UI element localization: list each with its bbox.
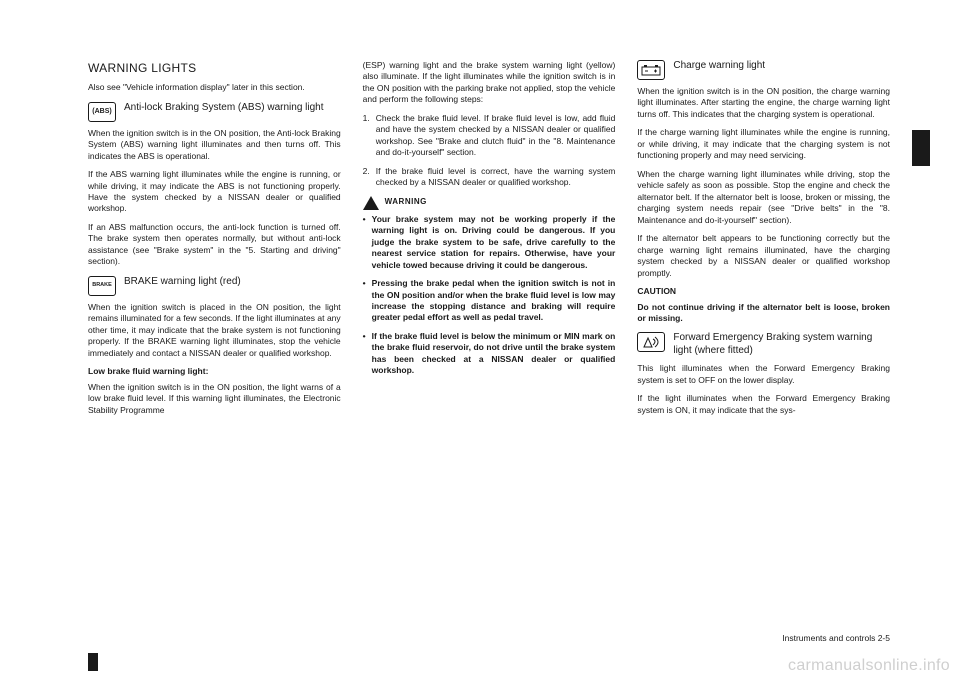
caution-text: Do not continue driving if the alternato…: [637, 302, 890, 325]
page-footer: Instruments and controls 2-5: [782, 633, 890, 643]
column-3: Charge warning light When the ignition s…: [637, 60, 890, 423]
charge-title: Charge warning light: [673, 60, 765, 73]
bullet-2: • Pressing the brake pedal when the igni…: [363, 278, 616, 324]
charge-para-1: When the ignition switch is in the ON po…: [637, 86, 890, 120]
step-1: 1. Check the brake fluid level. If brake…: [363, 113, 616, 159]
bottom-tab-marker: [88, 653, 98, 671]
low-brake-heading: Low brake fluid warning light:: [88, 366, 341, 377]
feb-heading-row: Forward Emergency Braking system warning…: [637, 332, 890, 357]
side-tab-marker: [912, 130, 930, 166]
watermark: carmanualsonline.info: [788, 657, 950, 675]
brake-heading-row: BRAKE BRAKE warning light (red): [88, 276, 341, 296]
feb-para-2: If the light illuminates when the Forwar…: [637, 393, 890, 416]
bullet-1: • Your brake system may not be working p…: [363, 214, 616, 271]
step-2-text: If the brake fluid level is correct, hav…: [376, 166, 616, 189]
step-number: 2.: [363, 166, 370, 189]
charge-para-3: When the charge warning light illuminate…: [637, 169, 890, 226]
bullet-1-text: Your brake system may not be working pro…: [372, 214, 616, 271]
bullet-3-text: If the brake fluid level is below the mi…: [372, 331, 616, 377]
abs-title: Anti-lock Braking System (ABS) warning l…: [124, 102, 324, 115]
abs-icon: (ABS): [88, 102, 116, 122]
bullet-3: • If the brake fluid level is below the …: [363, 331, 616, 377]
bullet-mark: •: [363, 278, 366, 324]
charge-para-4: If the alternator belt appears to be fun…: [637, 233, 890, 279]
step-number: 1.: [363, 113, 370, 159]
feb-title: Forward Emergency Braking system warning…: [673, 332, 890, 357]
brake-para-2: When the ignition switch is in the ON po…: [88, 382, 341, 416]
bullet-mark: •: [363, 331, 366, 377]
warning-label: WARNING: [385, 197, 427, 208]
feb-icon: [637, 332, 665, 352]
charge-heading-row: Charge warning light: [637, 60, 890, 80]
feb-para-1: This light illuminates when the Forward …: [637, 363, 890, 386]
column-2: (ESP) warning light and the brake system…: [363, 60, 616, 423]
brake-title: BRAKE warning light (red): [124, 276, 241, 289]
charge-icon: [637, 60, 665, 80]
warning-row: WARNING: [363, 196, 616, 210]
brake-icon: BRAKE: [88, 276, 116, 296]
column-1: WARNING LIGHTS Also see "Vehicle informa…: [88, 60, 341, 423]
caution-label: CAUTION: [637, 286, 890, 297]
charge-para-2: If the charge warning light illuminates …: [637, 127, 890, 161]
col2-top: (ESP) warning light and the brake system…: [363, 60, 616, 106]
warning-triangle-icon: [363, 196, 379, 210]
step-1-text: Check the brake fluid level. If brake fl…: [376, 113, 616, 159]
abs-para-3: If an ABS malfunction occurs, the anti-l…: [88, 222, 341, 268]
abs-para-1: When the ignition switch is in the ON po…: [88, 128, 341, 162]
bullet-mark: •: [363, 214, 366, 271]
bullet-2-text: Pressing the brake pedal when the igniti…: [372, 278, 616, 324]
step-2: 2. If the brake fluid level is correct, …: [363, 166, 616, 189]
intro-text: Also see "Vehicle information display" l…: [88, 82, 341, 93]
abs-heading-row: (ABS) Anti-lock Braking System (ABS) war…: [88, 102, 341, 122]
section-heading: WARNING LIGHTS: [88, 60, 341, 76]
abs-para-2: If the ABS warning light illuminates whi…: [88, 169, 341, 215]
page-content: WARNING LIGHTS Also see "Vehicle informa…: [0, 0, 960, 453]
brake-para-1: When the ignition switch is placed in th…: [88, 302, 341, 359]
